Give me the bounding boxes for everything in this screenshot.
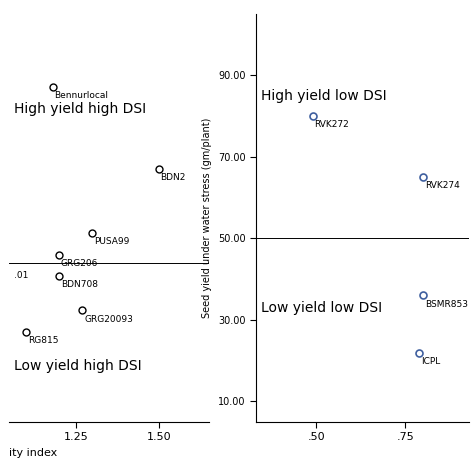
Text: RVK274: RVK274 bbox=[425, 182, 460, 191]
Text: RVK272: RVK272 bbox=[315, 120, 349, 129]
Text: Bennurlocal: Bennurlocal bbox=[54, 91, 108, 100]
Text: GRG20093: GRG20093 bbox=[84, 315, 133, 324]
Text: BSMR853: BSMR853 bbox=[425, 300, 468, 309]
Text: BDN708: BDN708 bbox=[61, 280, 98, 289]
Text: Low yield high DSI: Low yield high DSI bbox=[14, 359, 142, 373]
Text: High yield low DSI: High yield low DSI bbox=[261, 89, 387, 103]
Text: BDN2: BDN2 bbox=[160, 173, 186, 182]
Text: .01: .01 bbox=[14, 272, 29, 281]
X-axis label: ity index: ity index bbox=[9, 448, 58, 458]
Text: GRG206: GRG206 bbox=[61, 259, 98, 268]
Y-axis label: Seed yield under water stress (gm/plant): Seed yield under water stress (gm/plant) bbox=[202, 118, 212, 318]
Text: ICPL: ICPL bbox=[421, 356, 440, 365]
Text: RG815: RG815 bbox=[27, 336, 58, 345]
Text: Low yield low DSI: Low yield low DSI bbox=[261, 301, 383, 315]
Text: High yield high DSI: High yield high DSI bbox=[14, 101, 146, 116]
Text: PUSA99: PUSA99 bbox=[94, 237, 129, 246]
